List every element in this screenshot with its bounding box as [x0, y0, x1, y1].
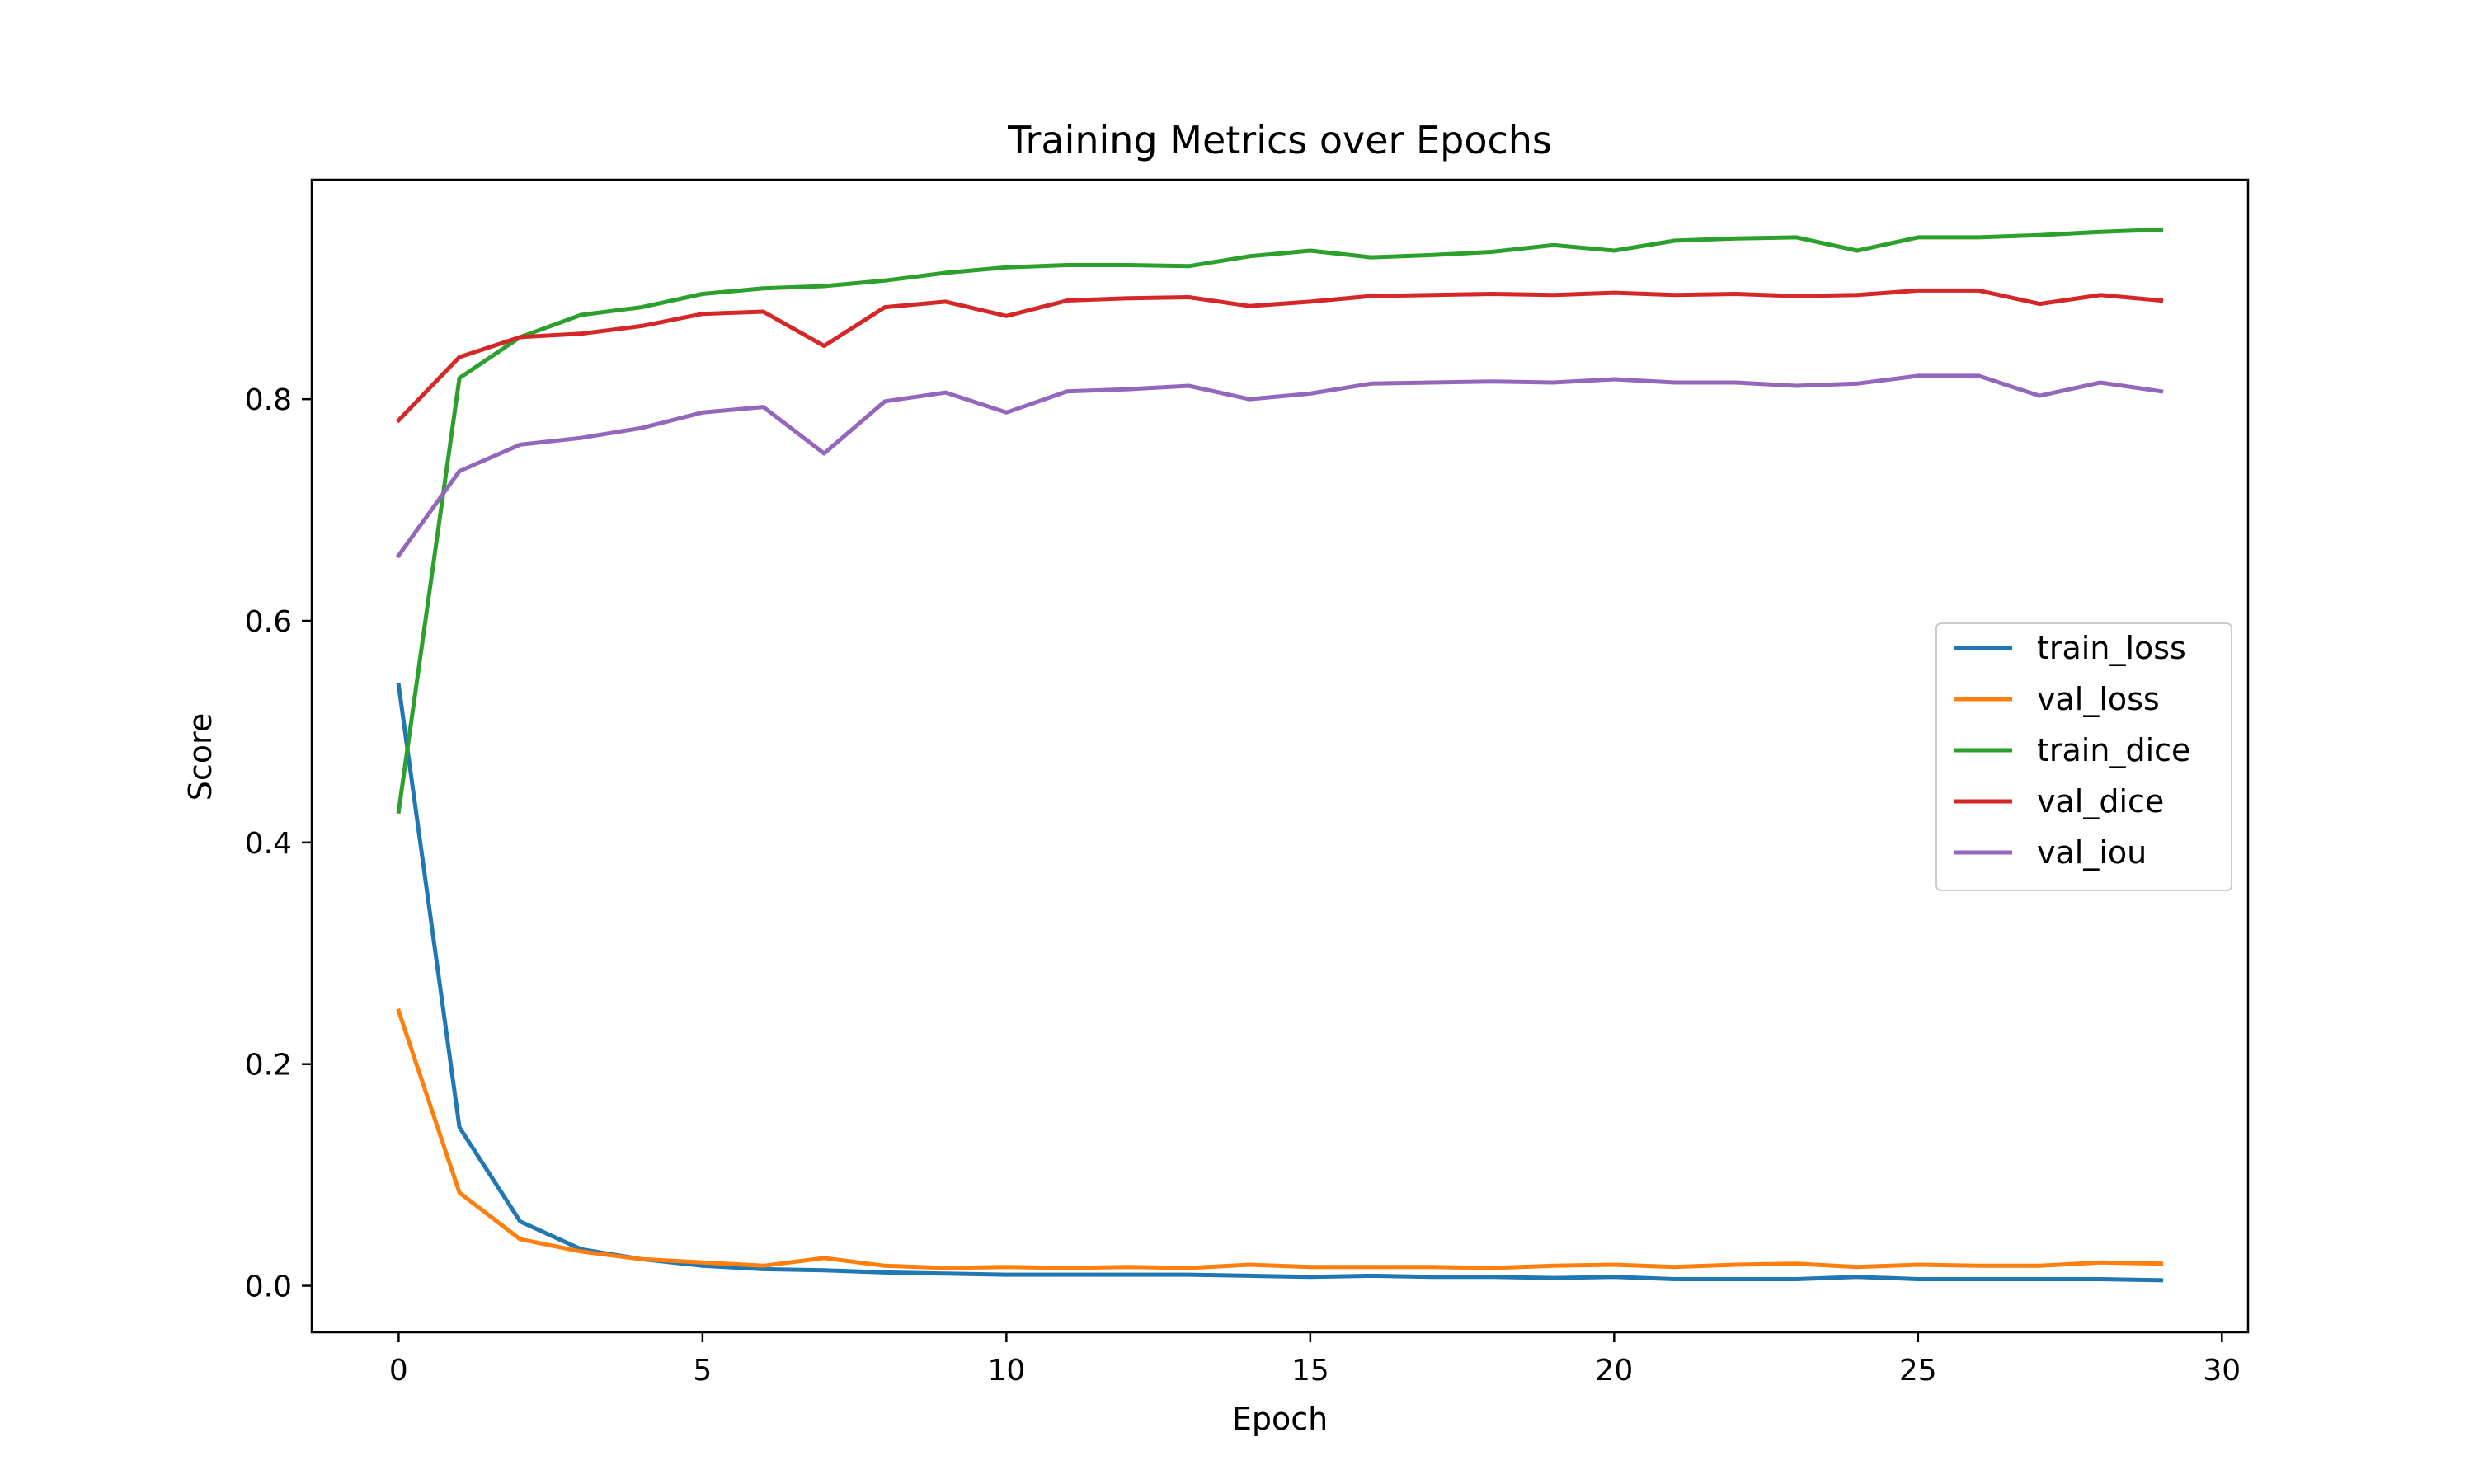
series-layer	[395, 227, 2164, 1283]
series-line-val-loss	[396, 1008, 2164, 1270]
legend-label-val-loss: val_loss	[2037, 681, 2160, 717]
y-tick-label: 0.6	[245, 605, 292, 639]
x-tick-label: 15	[1291, 1354, 1329, 1388]
x-tick-label: 0	[389, 1354, 408, 1388]
legend-label-train-loss: train_loss	[2037, 630, 2186, 666]
x-axis-title: Epoch	[1232, 1401, 1328, 1437]
x-tick-label: 25	[1899, 1354, 1937, 1388]
y-tick-label: 0.4	[245, 827, 292, 861]
legend-label-val-iou: val_iou	[2037, 834, 2147, 871]
x-tick-label: 20	[1595, 1354, 1633, 1388]
series-line-train-loss	[396, 683, 2164, 1283]
x-tick-label: 30	[2203, 1354, 2241, 1388]
x-axis: 0 5 10 15 20 25 30	[389, 1332, 2241, 1388]
x-tick-label: 5	[693, 1354, 712, 1388]
x-tick-label: 10	[987, 1354, 1025, 1388]
legend-label-train-dice: train_dice	[2037, 732, 2190, 768]
legend: train_loss val_loss train_dice val_dice val_…	[1935, 622, 2232, 891]
legend-label-val-dice: val_dice	[2037, 783, 2164, 819]
legend-frame	[1935, 622, 2232, 891]
series-line-train-dice	[396, 227, 2164, 815]
y-axis-title: Score	[182, 713, 219, 801]
y-tick-label: 0.8	[245, 383, 292, 417]
y-axis: 0.0 0.2 0.4 0.6 0.8	[245, 383, 312, 1304]
y-tick-label: 0.2	[245, 1049, 292, 1082]
chart-title: Training Metrics over Epochs	[1007, 118, 1552, 162]
series-line-val-dice	[395, 288, 2164, 424]
series-line-val-iou	[395, 373, 2164, 559]
y-tick-label: 0.0	[245, 1270, 292, 1304]
plot-frame	[310, 178, 2250, 1334]
